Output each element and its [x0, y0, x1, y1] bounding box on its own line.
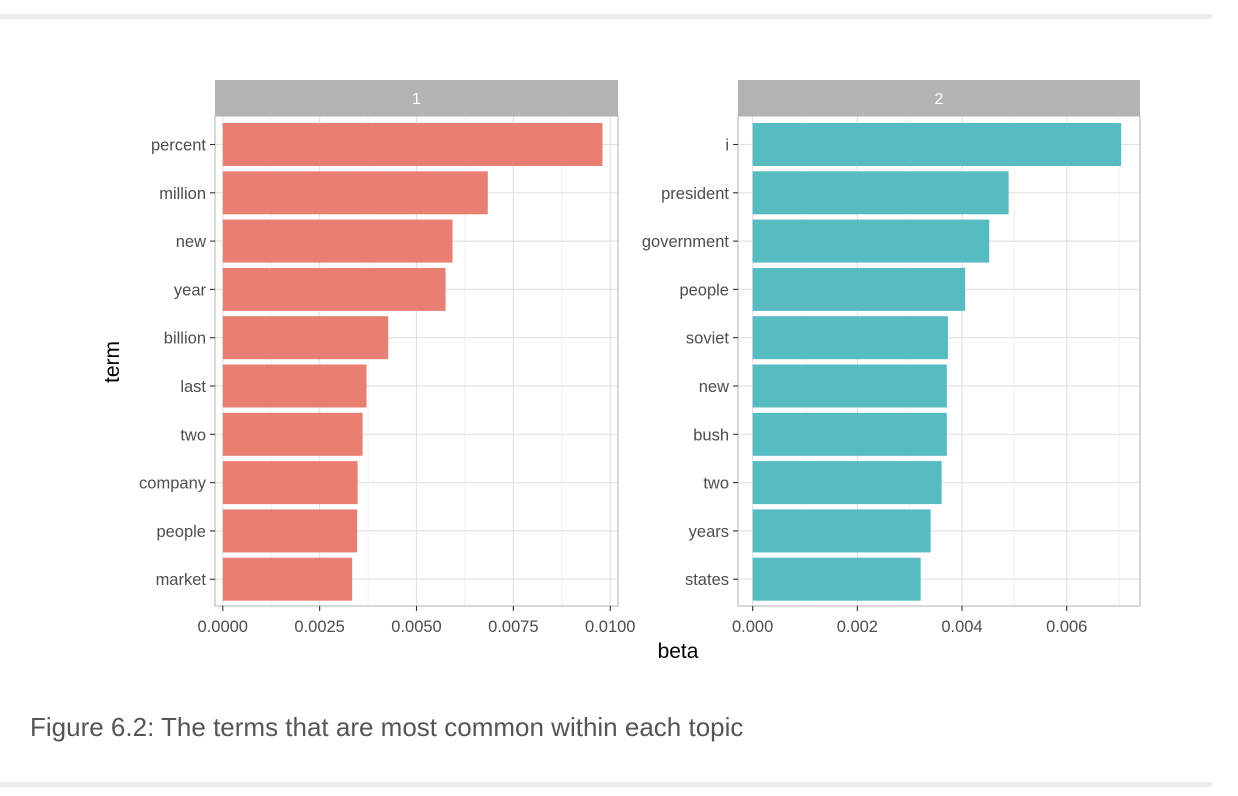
- y-tick-label: president: [661, 185, 729, 203]
- bar-soviet: [752, 316, 948, 360]
- bar-two: [752, 461, 942, 505]
- bar-market: [222, 557, 353, 601]
- facet-label: 2: [935, 91, 944, 108]
- y-tick-label: last: [180, 378, 206, 396]
- y-axis-title: term: [101, 341, 124, 383]
- bar-company: [222, 461, 358, 505]
- facet-label: 1: [412, 91, 421, 108]
- y-tick-label: percent: [151, 137, 206, 155]
- x-axis-title: beta: [658, 640, 699, 663]
- bar-year: [222, 267, 446, 311]
- bar-new: [752, 364, 947, 408]
- bar-people: [752, 267, 966, 311]
- y-tick-label: billion: [164, 330, 206, 348]
- y-tick-label: states: [685, 571, 729, 589]
- y-tick-label: soviet: [686, 330, 730, 348]
- x-tick-label: 0.004: [941, 618, 982, 636]
- bar-percent: [222, 123, 603, 166]
- x-tick-label: 0.0100: [585, 618, 635, 636]
- bar-people: [222, 509, 358, 553]
- x-tick-label: 0.0025: [294, 618, 344, 636]
- panel-2: 2 i president government people soviet new bush…: [642, 80, 1141, 636]
- y-tick-label: two: [703, 475, 729, 493]
- bar-government: [752, 219, 990, 263]
- bar-million: [222, 171, 488, 215]
- bar-years: [752, 509, 931, 553]
- facet-strip: [738, 80, 1140, 116]
- bar-states: [752, 557, 921, 601]
- y-tick-label: years: [689, 523, 729, 541]
- facet-strip: [215, 80, 618, 116]
- y-tick-label: people: [679, 281, 729, 299]
- x-tick-label: 0.0000: [198, 618, 248, 636]
- bar-last: [222, 364, 367, 408]
- y-tick-label: people: [156, 523, 206, 541]
- x-tick-label: 0.0075: [488, 618, 538, 636]
- x-tick-label: 0.002: [837, 618, 878, 636]
- x-tick-label: 0.0050: [391, 618, 441, 636]
- y-tick-label: market: [156, 571, 207, 589]
- y-tick-label: i: [725, 137, 729, 155]
- top-divider: [0, 14, 1212, 19]
- figure-caption: Figure 6.2: The terms that are most comm…: [30, 712, 744, 742]
- y-tick-label: government: [642, 233, 730, 251]
- y-tick-label: new: [176, 233, 206, 251]
- y-tick-label: bush: [693, 426, 729, 444]
- bottom-divider: [0, 782, 1212, 787]
- bar-i: [752, 123, 1122, 166]
- panel-1: 1 percent million new year billion last two comp…: [139, 80, 635, 636]
- x-tick-label: 0.006: [1046, 618, 1087, 636]
- facet-bar-chart: 1 percent million new year billion last two comp…: [101, 80, 1141, 663]
- bar-two: [222, 412, 363, 456]
- x-tick-label: 0.000: [732, 618, 773, 636]
- bar-new: [222, 219, 453, 263]
- bar-bush: [752, 412, 947, 456]
- bar-president: [752, 171, 1009, 215]
- y-tick-label: million: [159, 185, 206, 203]
- y-tick-label: new: [699, 378, 729, 396]
- y-tick-label: two: [180, 426, 206, 444]
- y-tick-label: company: [139, 475, 207, 493]
- bar-billion: [222, 316, 389, 360]
- y-tick-label: year: [174, 281, 207, 299]
